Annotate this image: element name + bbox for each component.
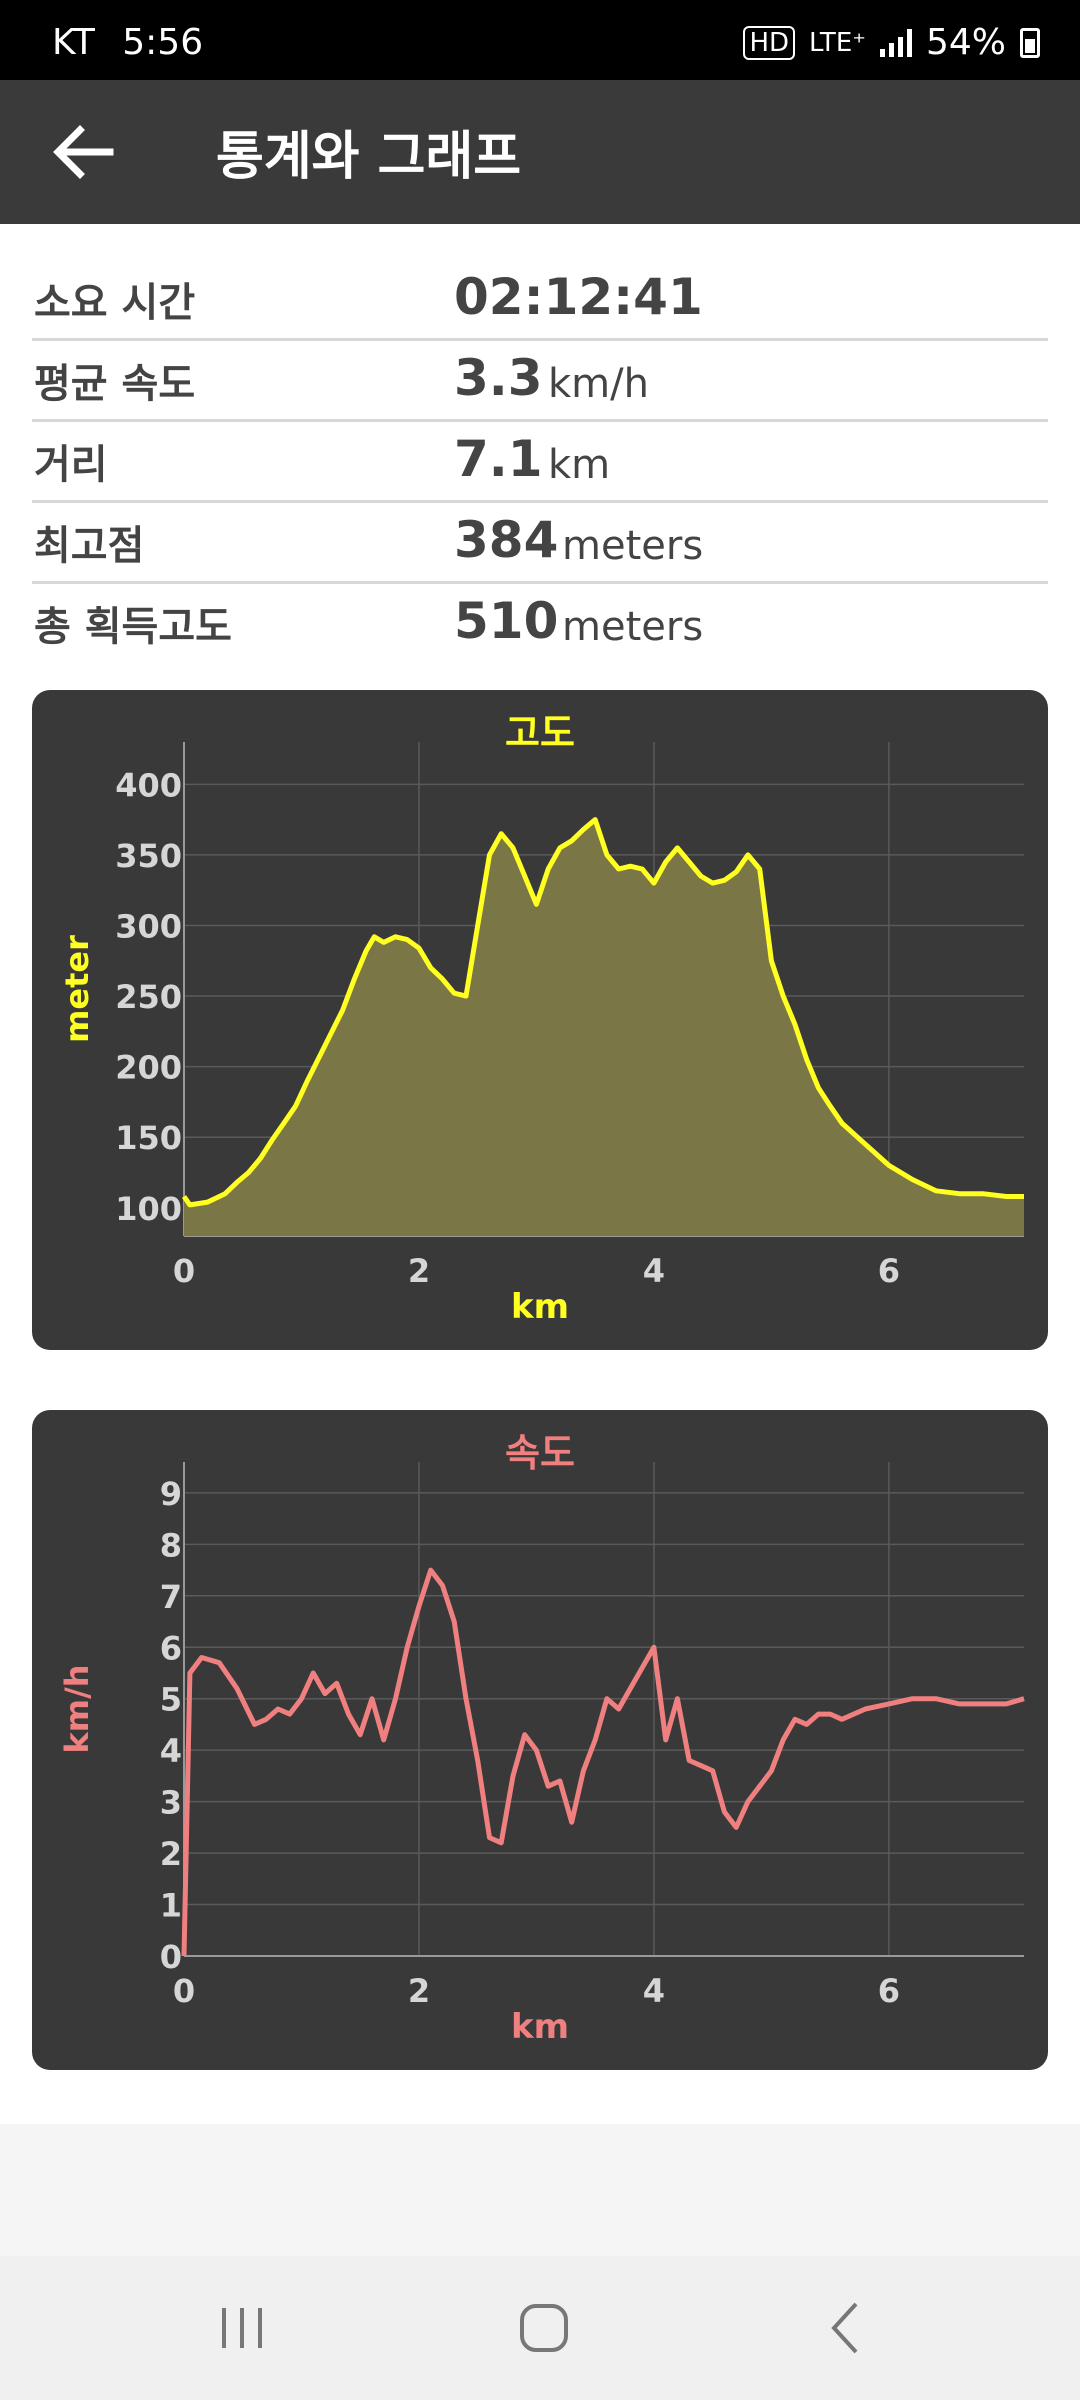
elevation-chart-card: 100 150 200 250 300 350 400 0 2 4 6 고도 km meter <box>32 690 1048 1350</box>
carrier-label: KT <box>52 22 95 63</box>
status-left: KT 5:56 <box>52 22 203 63</box>
stat-unit: km/h <box>548 361 649 407</box>
series-line <box>181 817 1024 1208</box>
hd-voice-icon: HD <box>743 25 796 60</box>
y-tick-label: 2 <box>160 1835 182 1873</box>
x-tick-label: 2 <box>408 1972 430 2010</box>
x-tick-label: 2 <box>408 1252 430 1290</box>
series-line <box>181 1567 1025 1957</box>
stat-value: 384 <box>454 511 559 569</box>
stat-row-elevation-gain: 총 획득고도 510 meters <box>32 584 1048 665</box>
stat-label: 최고점 <box>34 523 145 569</box>
stat-label: 거리 <box>34 442 108 488</box>
home-icon <box>520 2304 568 2352</box>
chart-title: 속도 <box>505 1431 575 1475</box>
y-tick-label: 9 <box>160 1475 182 1513</box>
y-tick-label: 250 <box>115 978 182 1016</box>
bottom-spacer <box>0 2124 1080 2260</box>
x-tick-label: 0 <box>173 1252 195 1290</box>
recent-apps-button[interactable] <box>182 2290 302 2366</box>
y-tick-label: 400 <box>115 766 182 804</box>
y-axis-label: meter <box>58 935 96 1043</box>
y-tick-label: 150 <box>115 1119 182 1157</box>
back-button[interactable] <box>48 120 120 184</box>
speed-chart-card: 0 1 2 3 4 5 6 7 8 9 0 2 4 6 속도 km km/h <box>32 1410 1048 2070</box>
y-tick-label: 0 <box>160 1938 182 1976</box>
back-nav-button[interactable] <box>786 2290 906 2366</box>
y-tick-label: 8 <box>160 1526 182 1564</box>
x-tick-label: 6 <box>878 1252 900 1290</box>
y-tick-label: 100 <box>115 1190 182 1228</box>
page-title: 통계와 그래프 <box>216 127 522 187</box>
battery-icon <box>1020 27 1040 58</box>
app-bar: 통계와 그래프 <box>0 80 1080 224</box>
arrow-left-icon <box>53 125 114 179</box>
elevation-chart: 100 150 200 250 300 350 400 0 2 4 6 고도 km meter <box>58 711 1024 1327</box>
lte-icon: LTE⁺ <box>809 27 866 58</box>
stat-label: 평균 속도 <box>34 361 196 407</box>
home-button[interactable] <box>484 2290 604 2366</box>
recent-apps-icon <box>222 2308 262 2348</box>
x-tick-label: 4 <box>643 1252 665 1290</box>
stat-label: 총 획득고도 <box>34 604 232 650</box>
area-fill <box>184 819 1024 1236</box>
stats-table: 소요 시간 02:12:41 평균 속도 3.3 km/h 거리 7.1 km … <box>32 260 1048 665</box>
stat-unit: meters <box>562 604 704 650</box>
battery-percent: 54% <box>925 22 1006 63</box>
stat-row-duration: 소요 시간 02:12:41 <box>32 260 1048 341</box>
x-axis-label: km <box>511 2007 569 2047</box>
back-nav-icon <box>831 2302 858 2354</box>
y-tick-label: 4 <box>160 1732 182 1770</box>
y-tick-label: 5 <box>160 1681 182 1719</box>
x-tick-label: 0 <box>173 1972 195 2010</box>
stat-row-avg-speed: 평균 속도 3.3 km/h <box>32 341 1048 422</box>
y-tick-label: 350 <box>115 837 182 875</box>
stat-unit: meters <box>562 523 704 569</box>
stat-unit: km <box>548 442 611 488</box>
y-tick-label: 3 <box>160 1784 182 1822</box>
stat-value: 7.1 <box>454 430 543 488</box>
stat-value: 02:12:41 <box>454 268 703 326</box>
stat-row-highest-point: 최고점 384 meters <box>32 503 1048 584</box>
status-bar: KT 5:56 HD LTE⁺ 54% <box>0 0 1080 80</box>
x-tick-label: 4 <box>643 1972 665 2010</box>
system-nav-bar <box>0 2256 1080 2400</box>
clock: 5:56 <box>122 22 204 63</box>
stat-row-distance: 거리 7.1 km <box>32 422 1048 503</box>
y-tick-label: 7 <box>160 1578 182 1616</box>
signal-icon <box>879 28 912 57</box>
stat-label: 소요 시간 <box>34 280 196 326</box>
y-tick-label: 1 <box>160 1887 182 1925</box>
y-tick-label: 300 <box>115 907 182 945</box>
stat-value: 510 <box>454 592 559 650</box>
speed-chart: 0 1 2 3 4 5 6 7 8 9 0 2 4 6 속도 km km/h <box>58 1431 1025 2047</box>
stat-value: 3.3 <box>454 349 543 407</box>
chart-title: 고도 <box>505 711 575 755</box>
y-axis-label: km/h <box>58 1664 96 1753</box>
y-tick-label: 200 <box>115 1049 182 1087</box>
x-tick-label: 6 <box>878 1972 900 2010</box>
status-right: HD LTE⁺ 54% <box>743 22 1040 63</box>
x-axis-label: km <box>511 1287 569 1327</box>
y-tick-label: 6 <box>160 1629 182 1667</box>
